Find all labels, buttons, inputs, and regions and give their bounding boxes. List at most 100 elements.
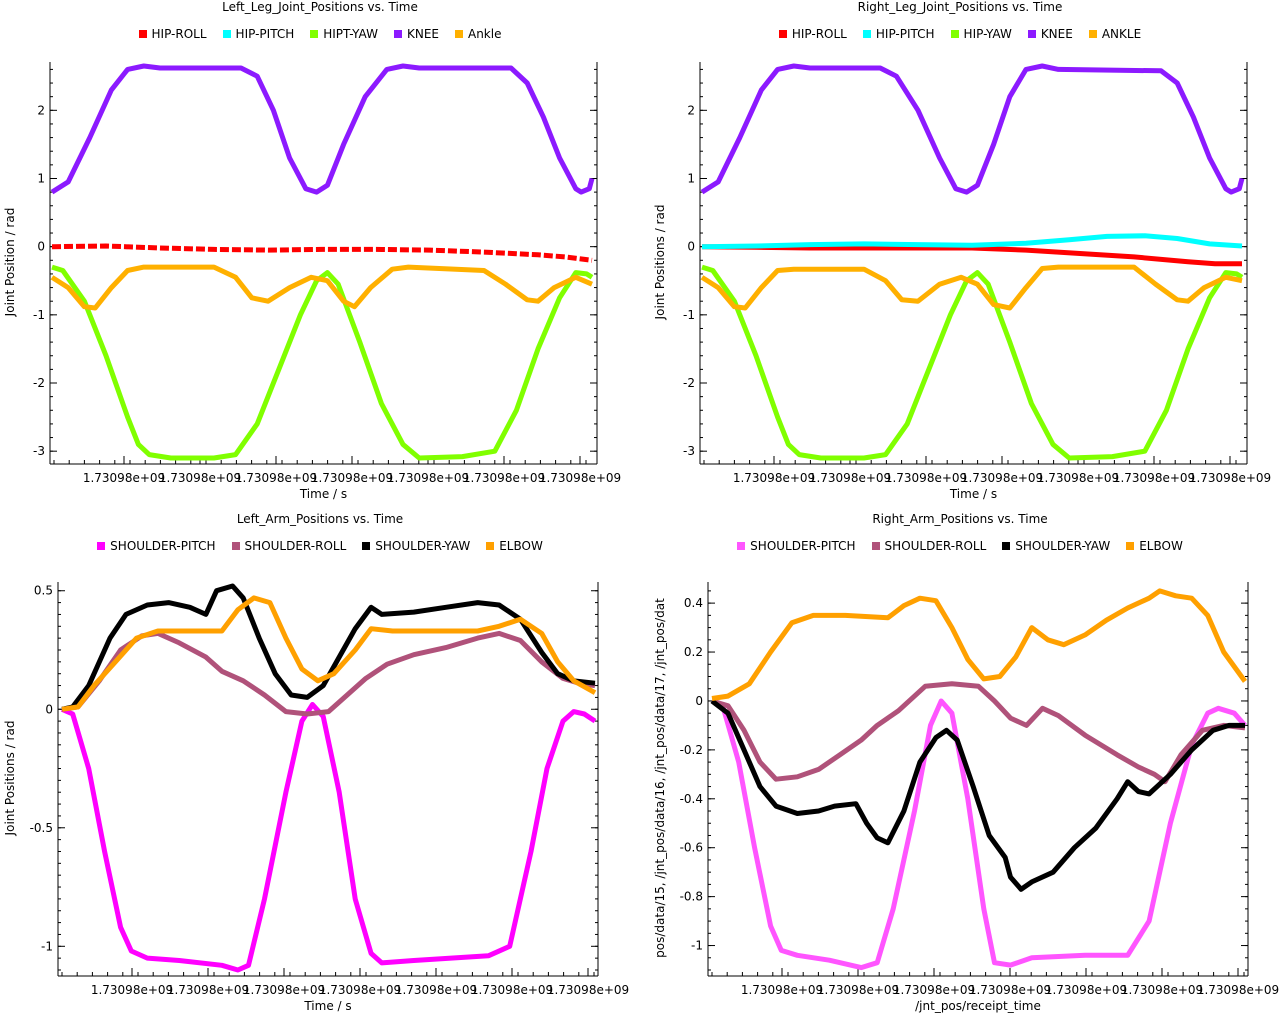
- legend-swatch: [737, 542, 746, 550]
- legend-item: HIP-YAW: [950, 27, 1012, 41]
- y-tick-label: 0.5: [34, 584, 53, 598]
- series-line-knee: [700, 63, 1245, 195]
- legend-swatch: [454, 30, 463, 38]
- x-axis-label: Time / s: [299, 487, 347, 501]
- y-axis-label: Joint Positions / rad: [653, 205, 667, 321]
- y-tick-label: -1: [33, 308, 45, 322]
- x-tick-label: 1.73098e+09: [91, 983, 173, 997]
- legend-swatch: [310, 30, 319, 38]
- y-tick-label: 0: [687, 240, 695, 254]
- chart-panel-left-leg: Left_Leg_Joint_Positions vs. Time HIP-RO…: [0, 0, 640, 512]
- chart-title: Left_Leg_Joint_Positions vs. Time: [222, 0, 418, 14]
- x-tick-label: 1.73098e+09: [471, 983, 553, 997]
- y-tick-label: -0.6: [680, 841, 703, 855]
- x-tick-label: 1.73098e+09: [463, 471, 545, 485]
- legend-label: ELBOW: [499, 539, 543, 553]
- chart-panel-right-leg: Right_Leg_Joint_Positions vs. Time HIP-R…: [640, 0, 1280, 512]
- x-tick-label: 1.73098e+09: [319, 983, 401, 997]
- legend-label: KNEE: [1040, 27, 1073, 41]
- y-tick-label: 0.4: [684, 596, 703, 610]
- legend-item: Ankle: [454, 27, 502, 41]
- legend-swatch: [1002, 542, 1011, 550]
- y-tick-label: 0.2: [684, 645, 703, 659]
- legend-label: KNEE: [406, 27, 439, 41]
- legend-label: HIP-PITCH: [875, 27, 935, 41]
- y-tick-label: -0.5: [30, 821, 53, 835]
- x-tick-label: 1.73098e+09: [539, 471, 621, 485]
- legend-label: HIP-ROLL: [791, 27, 847, 41]
- x-tick-label: 1.73098e+09: [809, 471, 891, 485]
- legend-label: Ankle: [467, 27, 502, 41]
- series-line-shoulder-roll: [711, 681, 1246, 785]
- legend-item: KNEE: [1027, 27, 1073, 41]
- series-line-shoulder-pitch: [710, 698, 1247, 971]
- x-tick-label: 1.73098e+09: [961, 471, 1043, 485]
- y-axis-label: Joint Positions / rad: [3, 721, 17, 837]
- y-tick-label: -2: [683, 376, 695, 390]
- plot-area: -3-2-10121.73098e+091.73098e+091.73098e+…: [653, 62, 1271, 501]
- x-tick-label: 1.73098e+09: [83, 471, 165, 485]
- legend: HIP-ROLL HIP-PITCH HIP-YAW KNEE ANKLE: [640, 27, 1280, 41]
- legend-item: ELBOW: [1126, 539, 1183, 553]
- legend: SHOULDER-PITCH SHOULDER-ROLL SHOULDER-YAW E…: [0, 539, 640, 553]
- y-tick-label: 0: [695, 694, 703, 708]
- series-line-shoulder-yaw: [710, 699, 1245, 892]
- legend-swatch: [1088, 30, 1097, 38]
- x-tick-label: 1.73098e+09: [1037, 471, 1119, 485]
- legend-item: SHOULDER-YAW: [362, 539, 470, 553]
- legend-item: ANKLE: [1088, 27, 1142, 41]
- chart-title: Right_Arm_Positions vs. Time: [872, 512, 1048, 526]
- y-tick-label: -1: [691, 939, 703, 953]
- legend-label: SHOULDER-PITCH: [750, 539, 856, 553]
- series-line-ankle: [50, 264, 593, 311]
- x-tick-label: 1.73098e+09: [741, 983, 823, 997]
- y-tick-label: -2: [33, 376, 45, 390]
- x-tick-label: 1.73098e+09: [1197, 983, 1279, 997]
- y-tick-label: -1: [683, 308, 695, 322]
- legend-item: HIP-ROLL: [138, 27, 207, 41]
- y-tick-label: -3: [33, 444, 45, 458]
- x-tick-label: 1.73098e+09: [243, 983, 325, 997]
- legend-swatch: [231, 542, 240, 550]
- y-tick-label: 0: [37, 240, 45, 254]
- legend-label: HIP-YAW: [963, 27, 1012, 41]
- legend-swatch: [862, 30, 871, 38]
- x-tick-label: 1.73098e+09: [311, 471, 393, 485]
- x-axis-label: /jnt_pos/receipt_time: [915, 999, 1041, 1013]
- x-tick-label: 1.73098e+09: [1189, 471, 1271, 485]
- x-tick-label: 1.73098e+09: [1121, 983, 1203, 997]
- legend-swatch: [486, 542, 495, 550]
- x-tick-label: 1.73098e+09: [167, 983, 249, 997]
- legend-label: ELBOW: [1139, 539, 1183, 553]
- series-line-hip-yaw: [701, 264, 1244, 461]
- series-line-elbow: [61, 595, 597, 712]
- x-tick-label: 1.73098e+09: [817, 983, 899, 997]
- x-tick-label: 1.73098e+09: [387, 471, 469, 485]
- legend-item: SHOULDER-PITCH: [97, 539, 216, 553]
- x-tick-label: 1.73098e+09: [395, 983, 477, 997]
- legend-label: SHOULDER-ROLL: [244, 539, 347, 553]
- x-axis-label: Time / s: [303, 999, 351, 1013]
- legend-swatch: [1027, 30, 1036, 38]
- series-line-hip-roll: [51, 243, 593, 263]
- x-tick-label: 1.73098e+09: [893, 983, 975, 997]
- legend-swatch: [871, 542, 880, 550]
- legend-label: SHOULDER-PITCH: [110, 539, 216, 553]
- y-tick-label: -0.8: [680, 890, 703, 904]
- y-tick-label: -1: [41, 939, 53, 953]
- legend-item: HIP-PITCH: [862, 27, 935, 41]
- series-line-hipt-yaw: [51, 264, 594, 461]
- legend-item: SHOULDER-YAW: [1002, 539, 1110, 553]
- series-line-shoulder-pitch: [60, 702, 597, 973]
- y-tick-label: -0.4: [680, 792, 703, 806]
- legend-swatch: [97, 542, 106, 550]
- legend-label: ANKLE: [1101, 27, 1142, 41]
- x-tick-label: 1.73098e+09: [1113, 471, 1195, 485]
- legend-item: ELBOW: [486, 539, 543, 553]
- legend-item: SHOULDER-ROLL: [231, 539, 347, 553]
- legend-swatch: [222, 30, 231, 38]
- legend-label: HIPT-YAW: [323, 27, 378, 41]
- series-line-hip-roll: [701, 244, 1242, 267]
- y-axis-label: pos/data/15, /jnt_pos/data/16, /jnt_pos/…: [653, 598, 667, 958]
- plot-area: -1-0.500.51.73098e+091.73098e+091.73098e…: [3, 582, 629, 1013]
